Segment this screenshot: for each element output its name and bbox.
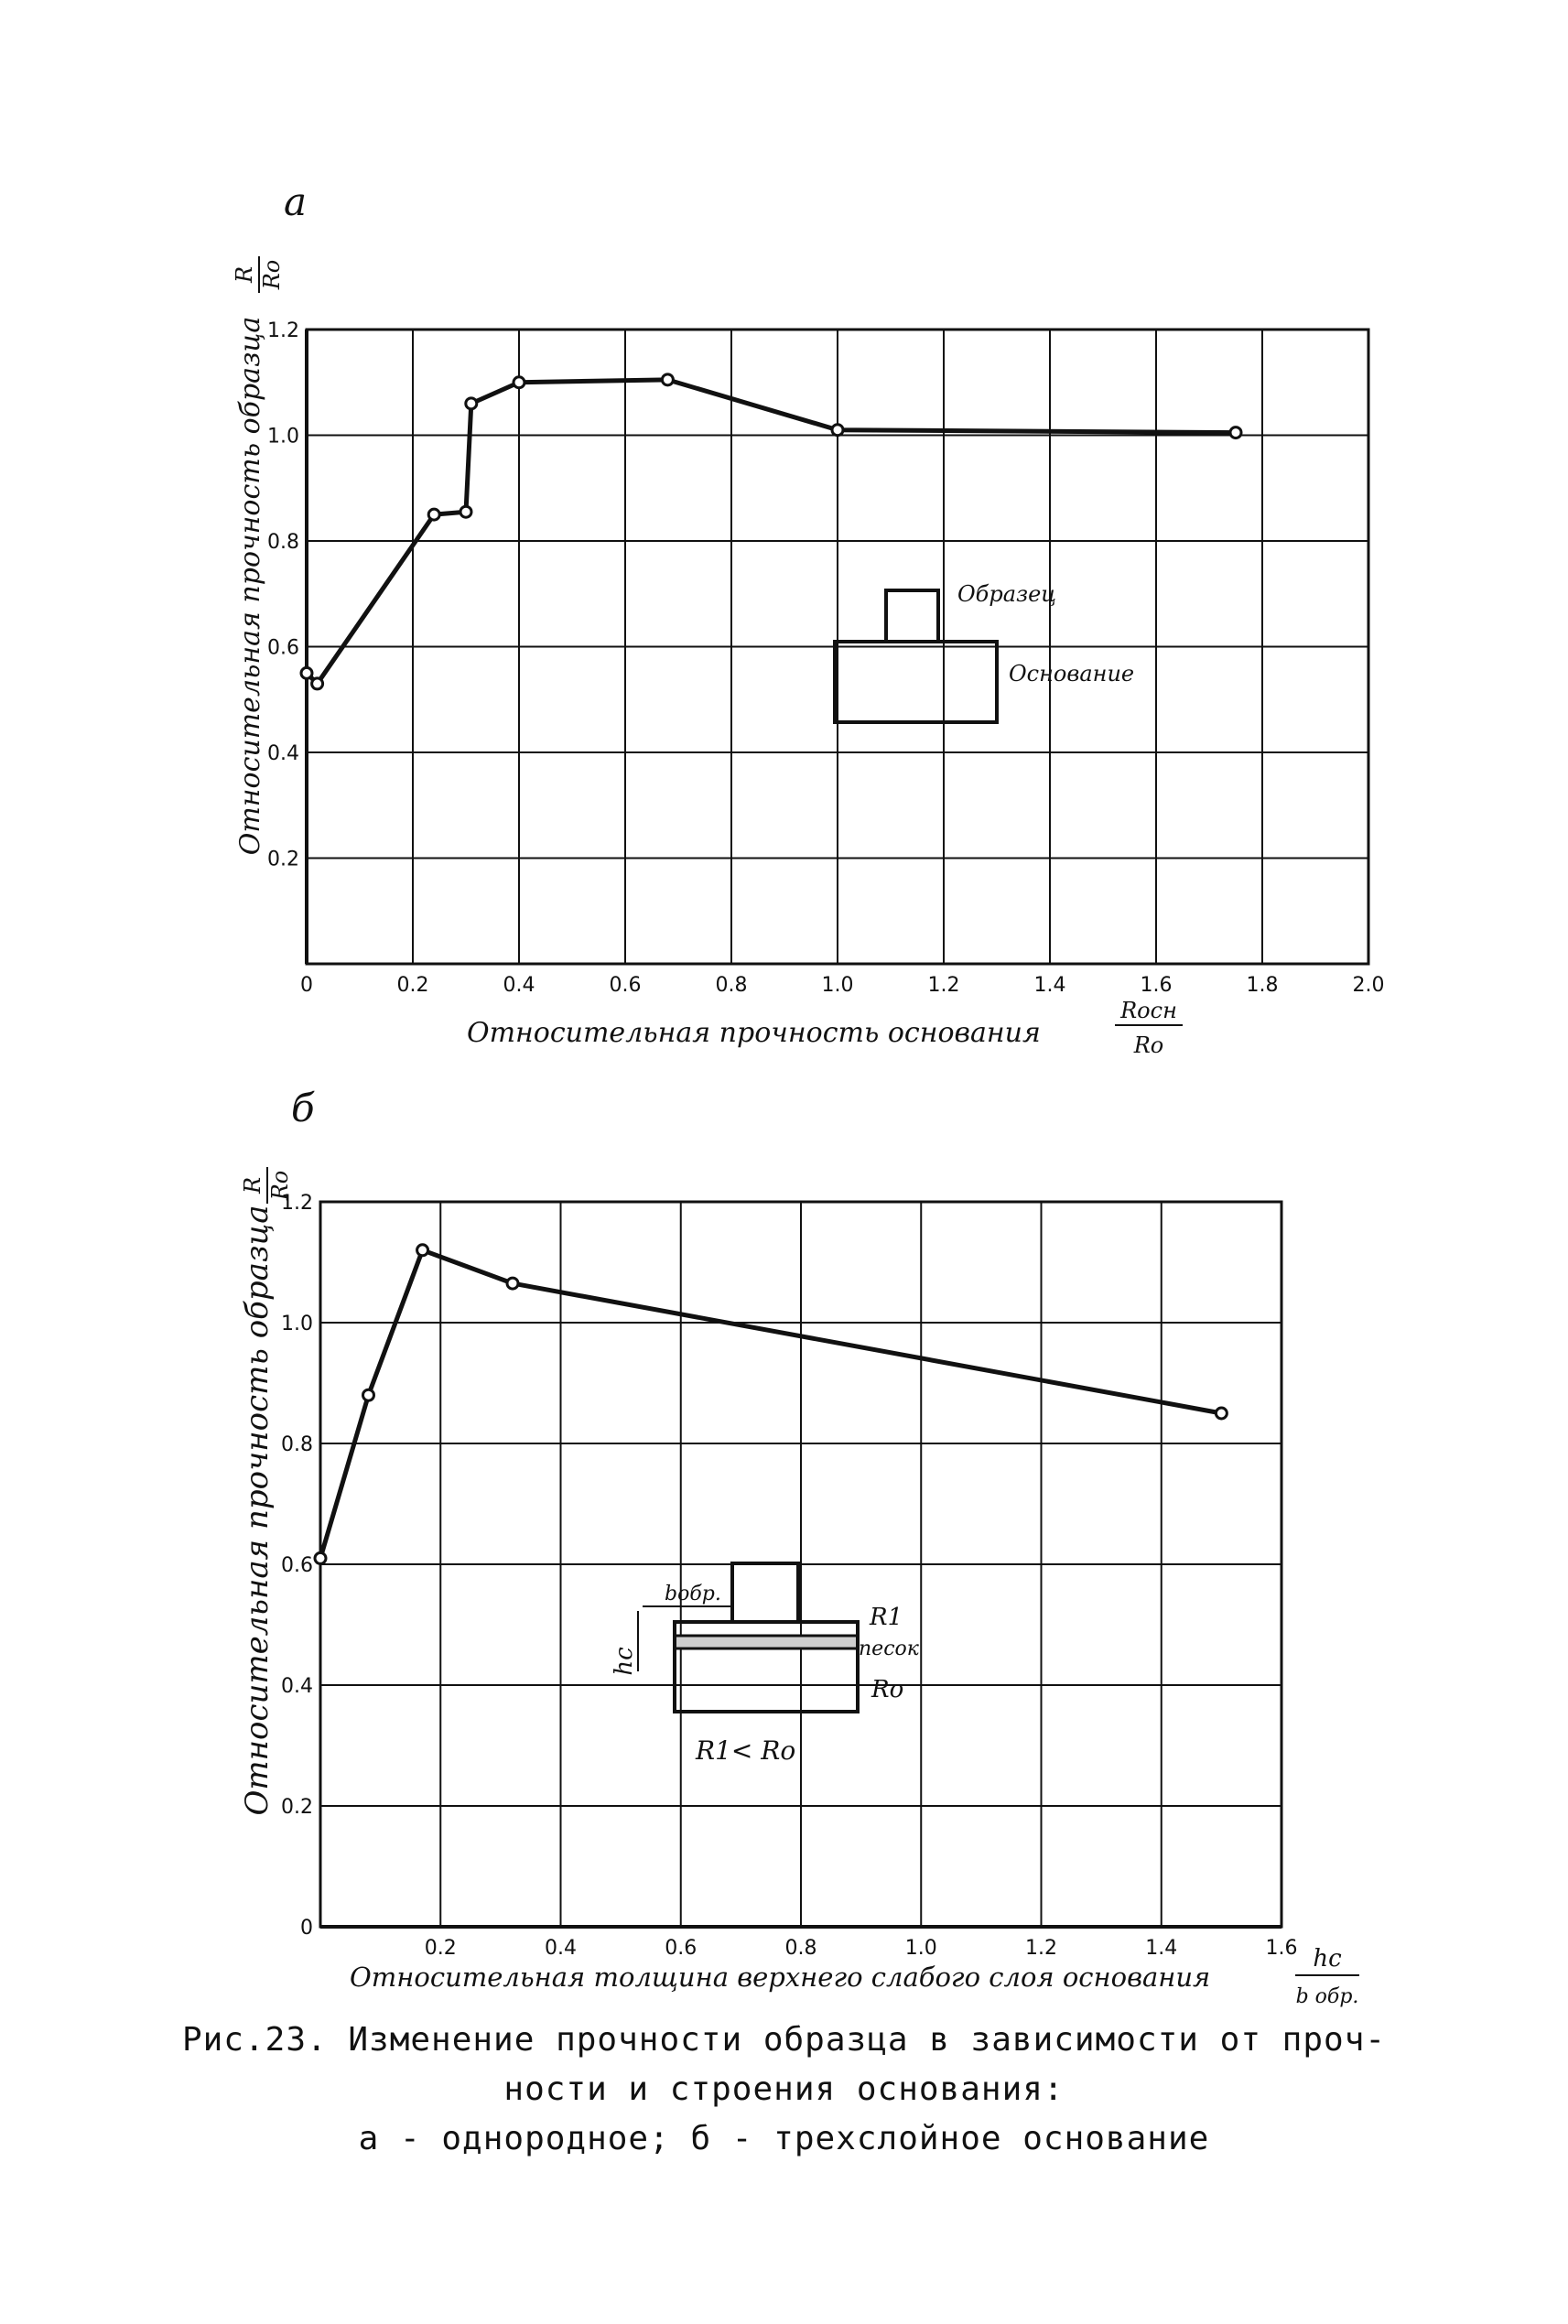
inset-b-r1: R1 — [869, 1604, 903, 1631]
y-tick-label-0: 0 — [300, 1917, 313, 1940]
ylabel-a-num: R — [232, 266, 257, 284]
xlabel-a-den: Ro — [1133, 1032, 1164, 1058]
data-point-0 — [299, 665, 314, 680]
xlabel-b-num: hc — [1313, 1945, 1342, 1973]
inset-a-sample: Образец — [957, 581, 1056, 607]
ylabel-a-den: Ro — [259, 260, 285, 291]
panel-label-a: а — [284, 179, 307, 224]
series-b — [313, 1243, 1228, 1565]
ylabel-a: Относительная прочность образца — [234, 317, 266, 856]
data-point-5 — [512, 375, 526, 390]
xlabel-a-num: Rосн — [1119, 998, 1177, 1023]
caption-line-2: ности и строения основания: — [503, 2070, 1065, 2108]
x-tick-label-4: 0.8 — [716, 974, 748, 997]
x-tick-label-9: 1.8 — [1247, 974, 1279, 997]
y-tick-label-6: 1.2 — [281, 1192, 313, 1215]
data-point-2 — [416, 1243, 430, 1258]
data-point-4 — [464, 396, 479, 411]
x-tick-label-1: 0.4 — [545, 1937, 577, 1960]
inset-b-sand: песок — [859, 1638, 920, 1660]
xlabel-a-fraction: Rосн Ro — [1115, 998, 1183, 1058]
y-tick-label-3: 0.6 — [281, 1554, 313, 1577]
data-point-0 — [313, 1551, 328, 1565]
data-point-2 — [427, 507, 441, 522]
ylabel-b-text: Относительная прочность образца — [239, 1205, 276, 1816]
grid-b — [319, 1200, 1283, 1929]
ylabel-b-den: Ro — [267, 1171, 293, 1202]
data-point-1 — [310, 676, 325, 691]
ylabel-a-fraction: R Ro — [232, 256, 285, 293]
x-tick-label-8: 1.6 — [1141, 974, 1173, 997]
ticks-b: 0.2 0.4 0.6 0.8 1.0 1.2 1.4 1.6 0 0.2 0.4 0.6 0.8 1.0… — [281, 1192, 1298, 1960]
x-tick-label-0: 0.2 — [425, 1937, 457, 1960]
ticks-a: 0 0.2 0.4 0.6 0.8 1.0 1.2 1.4 1.6 1.8 2.0 0.2 0.4 0.6… — [267, 319, 1385, 997]
y-tick-label-2: 0.6 — [267, 637, 299, 660]
x-tick-label-6: 1.4 — [1145, 1937, 1177, 1960]
data-point-7 — [830, 423, 845, 438]
inset-a: Образец Основание — [833, 581, 1134, 724]
x-tick-label-4: 1.0 — [905, 1937, 937, 1960]
ylabel-b: Относительная прочность образца — [239, 1205, 276, 1816]
data-point-1 — [362, 1388, 375, 1402]
x-tick-label-2: 0.6 — [665, 1937, 697, 1960]
y-tick-label-4: 1.0 — [267, 426, 299, 449]
data-point-4 — [1214, 1406, 1228, 1421]
xlabel-b: Относительная толщина верхнего слабого с… — [350, 1962, 1210, 1993]
ylabel-b-num: R — [240, 1177, 265, 1194]
y-tick-label-2: 0.4 — [281, 1675, 313, 1698]
chart-a: а 0 0.2 0.4 0.6 0.8 1.0 1.2 1.4 1.6 1.8 2.00.20.40… — [232, 179, 1385, 1058]
data-point-3 — [459, 504, 473, 519]
inset-b-r0: Ro — [871, 1676, 903, 1703]
inset-b-hc: hc — [611, 1647, 638, 1676]
x-tick-label-6: 1.2 — [928, 974, 960, 997]
x-tick-label-7: 1.6 — [1266, 1937, 1298, 1960]
inset-b-relation: R1< Ro — [695, 1735, 795, 1766]
data-point-6 — [660, 373, 675, 387]
x-tick-label-5: 1.2 — [1025, 1937, 1057, 1960]
inset-b-width: bобр. — [665, 1583, 721, 1605]
caption-line-3: а - однородное; б - трехслойное основани… — [358, 2120, 1210, 2157]
y-tick-label-1: 0.4 — [267, 742, 299, 765]
x-tick-label-3: 0.6 — [610, 974, 642, 997]
x-tick-label-10: 2.0 — [1353, 974, 1385, 997]
x-tick-label-5: 1.0 — [822, 974, 854, 997]
ylabel-a-text: Относительная прочность образца — [234, 317, 266, 856]
y-tick-label-0: 0.2 — [267, 849, 299, 871]
x-tick-label-7: 1.4 — [1034, 974, 1066, 997]
series-a — [299, 373, 1243, 691]
caption-line-1: Рис.23. Изменение прочности образца в за… — [181, 2021, 1387, 2059]
y-tick-label-4: 0.8 — [281, 1433, 313, 1456]
xlabel-b-den: b обр. — [1296, 1985, 1359, 2008]
y-tick-label-5: 1.2 — [267, 319, 299, 342]
panel-label-b: б — [291, 1086, 315, 1130]
inset-b: bобр. R1 песок Ro hc R1< Ro — [611, 1562, 920, 1766]
y-tick-label-3: 0.8 — [267, 531, 299, 554]
ylabel-b-fraction: R Ro — [240, 1167, 293, 1204]
xlabel-b-fraction: hc b обр. — [1295, 1945, 1359, 2008]
x-tick-label-0: 0 — [300, 974, 313, 997]
x-tick-label-2: 0.4 — [503, 974, 535, 997]
x-tick-label-1: 0.2 — [397, 974, 429, 997]
data-point-3 — [505, 1276, 520, 1291]
data-point-8 — [1228, 426, 1243, 440]
chart-b: б 0.2 0.4 0.6 0.8 1.0 1.2 1.4 1.6 0 0.2 0.4 0.6 0.8 1… — [239, 1086, 1359, 2008]
series-line — [305, 377, 1237, 686]
y-tick-label-1: 0.2 — [281, 1796, 313, 1819]
xlabel-a: Относительная прочность основания — [467, 1017, 1041, 1049]
x-tick-label-3: 0.8 — [785, 1937, 817, 1960]
plot-frame — [305, 328, 1370, 966]
y-tick-label-5: 1.0 — [281, 1313, 313, 1335]
series-line — [318, 1248, 1222, 1560]
inset-a-base: Основание — [1009, 661, 1134, 686]
grid-a — [305, 328, 1370, 966]
